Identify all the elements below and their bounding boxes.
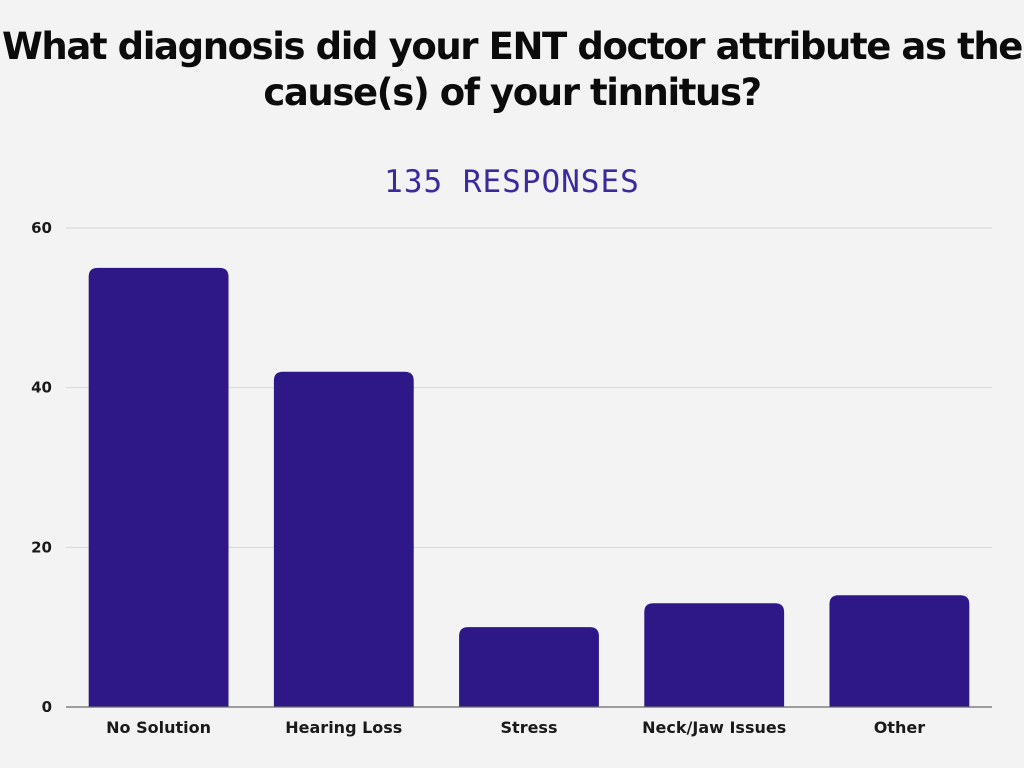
axes: 0 20 40 60 No Solution Hearing Loss Stress Neck… [31, 219, 992, 737]
y-tick-label: 0 [42, 698, 52, 716]
x-tick-label: Hearing Loss [285, 718, 402, 737]
x-tick-label: Stress [501, 718, 558, 737]
x-tick-label: No Solution [106, 718, 211, 737]
bars [88, 267, 970, 707]
x-tick-label: Other [874, 718, 925, 737]
bar [88, 267, 229, 707]
y-tick-label: 20 [31, 538, 52, 556]
bar [829, 595, 970, 707]
chart-title: What diagnosis did your ENT doctor attri… [1, 25, 1023, 114]
y-tick-label: 60 [31, 219, 52, 237]
bar [644, 603, 785, 707]
bar [273, 371, 414, 707]
chart-subtitle: 135 RESPONSES [384, 164, 640, 200]
bar [459, 627, 599, 707]
y-tick-label: 40 [31, 379, 52, 397]
x-tick-label: Neck/Jaw Issues [642, 718, 786, 737]
